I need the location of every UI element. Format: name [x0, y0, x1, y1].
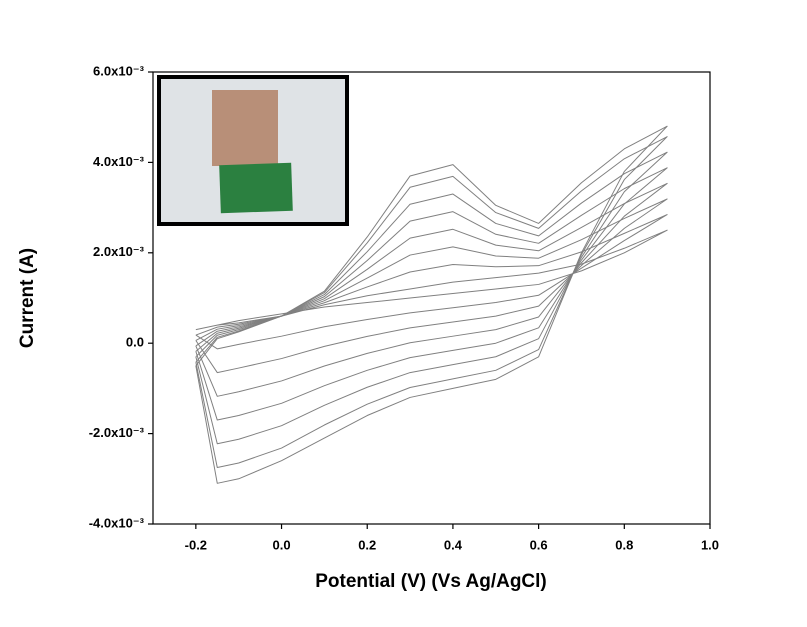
cv-curve: [195, 136, 668, 468]
copper-strip: [212, 90, 278, 166]
cv-curve: [195, 151, 668, 445]
y-tick-label: -2.0x10⁻³: [89, 425, 145, 440]
inset-photo: [157, 75, 349, 226]
x-tick-label: 0.4: [444, 537, 463, 552]
x-tick-label: -0.2: [185, 537, 207, 552]
cv-curve: [195, 214, 668, 350]
y-axis-title: Current (A): [17, 248, 38, 348]
cv-curve: [195, 167, 668, 421]
y-tick-label: 2.0x10⁻³: [93, 244, 145, 259]
x-tick-label: 0.8: [615, 537, 633, 552]
y-tick-label: -4.0x10⁻³: [89, 515, 145, 530]
y-tick-label: 6.0x10⁻³: [93, 63, 145, 78]
x-tick-label: 1.0: [701, 537, 719, 552]
x-axis-title: Potential (V) (Vs Ag/AgCl): [315, 571, 547, 592]
y-tick-label: 4.0x10⁻³: [93, 154, 145, 169]
cv-curve: [195, 198, 668, 374]
x-tick-label: 0.6: [530, 537, 548, 552]
x-tick-label: 0.2: [358, 537, 376, 552]
cv-curve: [195, 229, 668, 331]
y-tick-label: 0.0: [126, 335, 144, 350]
plot-frame: [152, 71, 711, 525]
cv-curve: [195, 125, 668, 484]
cv-curve: [195, 182, 668, 397]
coated-area: [219, 162, 293, 214]
x-tick-label: 0.0: [272, 537, 290, 552]
